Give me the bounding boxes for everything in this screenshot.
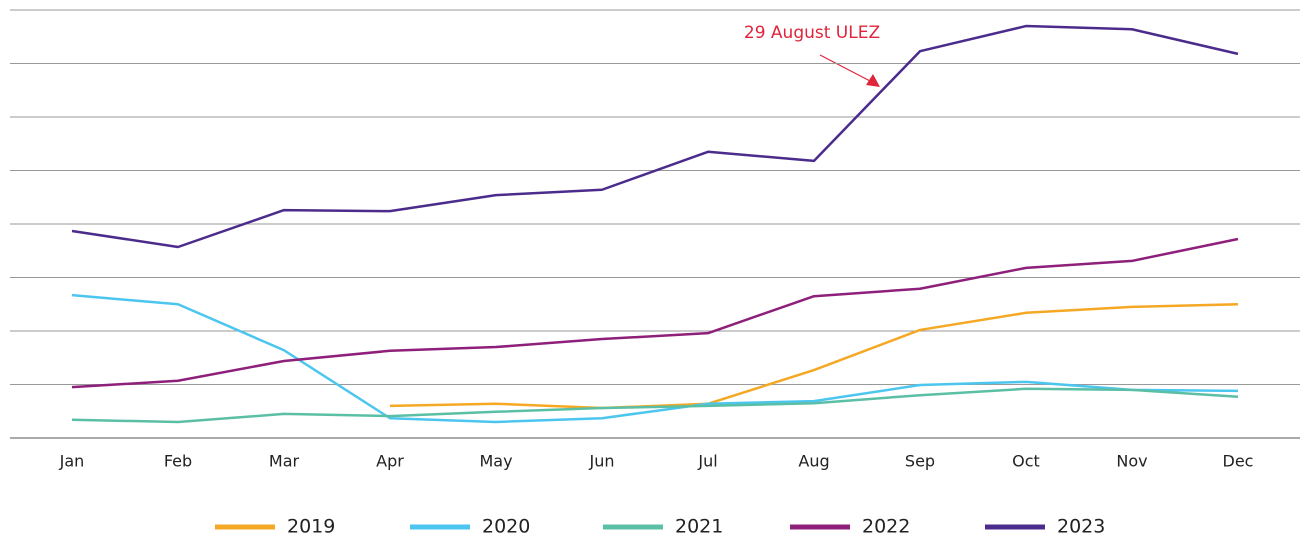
annotation-arrowhead xyxy=(866,74,880,87)
series-line xyxy=(71,237,1239,389)
x-tick-label: Jan xyxy=(59,452,85,471)
x-tick-label: Jun xyxy=(589,452,615,471)
x-tick-label: Dec xyxy=(1223,452,1254,471)
legend-label: 2022 xyxy=(862,516,910,538)
x-tick-label: Feb xyxy=(164,452,192,471)
legend-label: 2023 xyxy=(1057,516,1105,538)
x-tick-label: Jul xyxy=(697,452,717,471)
series-line xyxy=(389,303,1239,410)
x-tick-label: May xyxy=(479,452,512,471)
x-tick-label: Sep xyxy=(905,452,935,471)
series-line xyxy=(71,387,1239,424)
annotation-arrow xyxy=(819,54,873,83)
legend-label: 2019 xyxy=(287,516,335,538)
x-tick-label: Mar xyxy=(269,452,300,471)
x-tick-label: Nov xyxy=(1116,452,1147,471)
x-tick-label: Aug xyxy=(798,452,829,471)
annotation: 29 August ULEZ xyxy=(744,23,880,43)
series-line xyxy=(71,293,1239,424)
legend-label: 2020 xyxy=(482,516,530,538)
legend-label: 2021 xyxy=(675,516,723,538)
series-line xyxy=(71,24,1239,249)
x-tick-label: Oct xyxy=(1012,452,1040,471)
x-tick-label: Apr xyxy=(376,452,404,471)
